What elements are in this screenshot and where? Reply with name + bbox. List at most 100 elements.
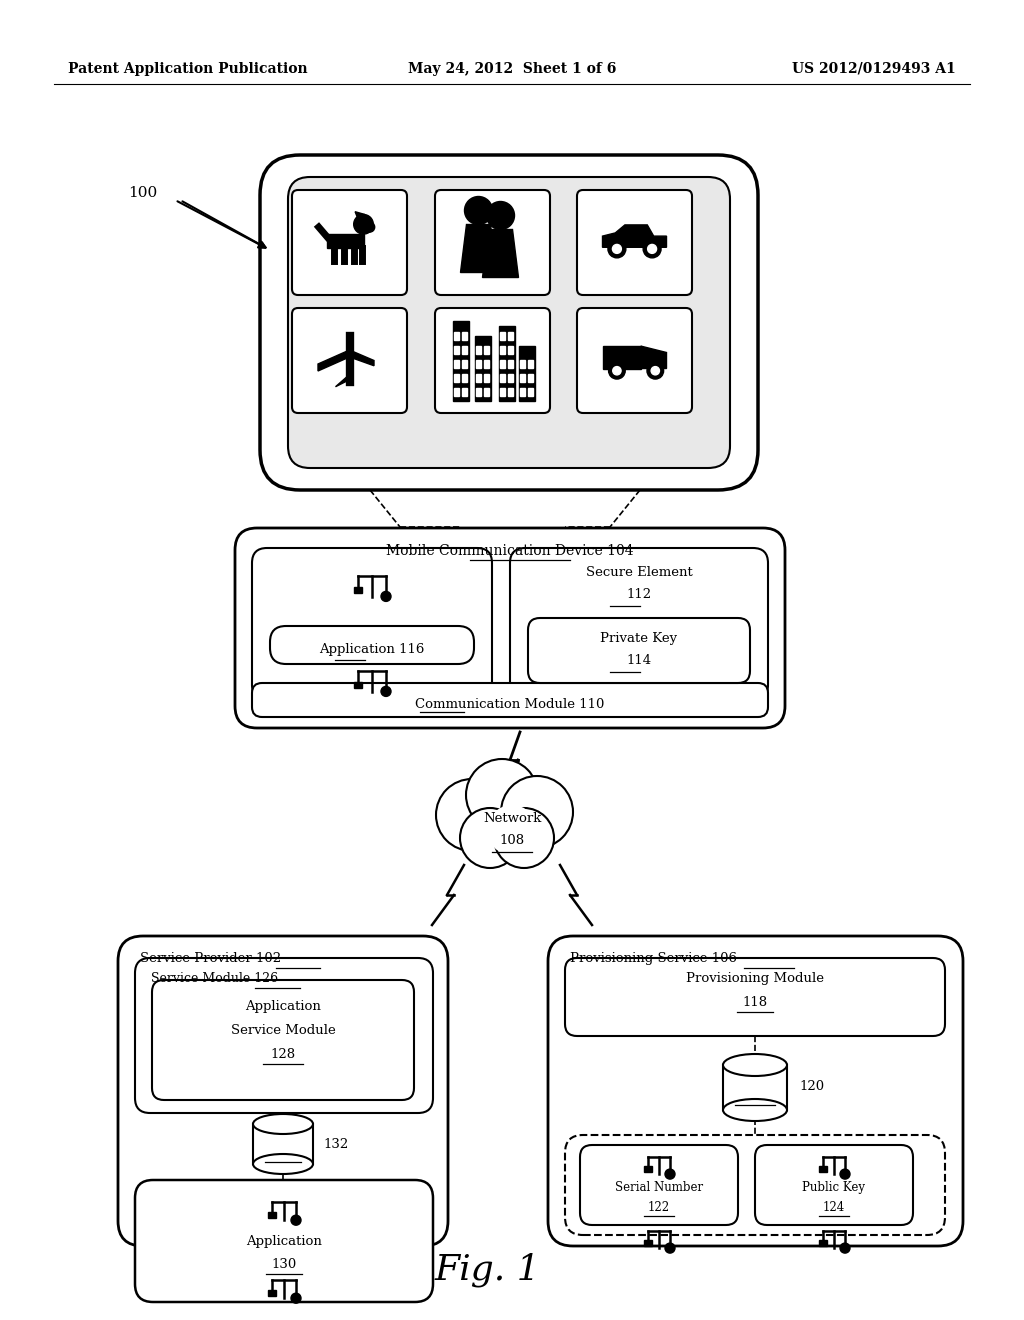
FancyBboxPatch shape	[565, 958, 945, 1036]
Bar	[500, 360, 505, 368]
FancyBboxPatch shape	[435, 190, 550, 294]
FancyBboxPatch shape	[288, 177, 730, 469]
Polygon shape	[641, 346, 667, 368]
Circle shape	[651, 367, 659, 375]
Bar	[508, 374, 512, 381]
Ellipse shape	[253, 1114, 313, 1134]
FancyBboxPatch shape	[118, 936, 449, 1246]
Bar	[454, 333, 459, 341]
Bar	[483, 374, 488, 381]
Bar	[354, 682, 362, 688]
Circle shape	[486, 202, 514, 230]
Circle shape	[647, 363, 664, 379]
Bar	[723, 1065, 787, 1110]
Bar	[354, 587, 362, 593]
Bar	[483, 346, 488, 354]
Polygon shape	[355, 211, 365, 219]
FancyBboxPatch shape	[528, 618, 750, 682]
Circle shape	[291, 1294, 301, 1303]
Circle shape	[647, 244, 656, 253]
Text: Communication Module 110: Communication Module 110	[416, 698, 605, 711]
Bar	[819, 1239, 827, 1246]
Polygon shape	[318, 350, 349, 371]
Circle shape	[466, 759, 538, 832]
Text: Service Module: Service Module	[230, 1024, 336, 1038]
Text: 124: 124	[823, 1201, 845, 1214]
Text: Fig. 1: Fig. 1	[435, 1253, 541, 1287]
Bar	[475, 346, 480, 354]
Bar	[454, 388, 459, 396]
FancyBboxPatch shape	[580, 1144, 738, 1225]
Polygon shape	[336, 375, 349, 387]
Bar	[500, 346, 505, 354]
Circle shape	[365, 222, 375, 232]
Polygon shape	[349, 350, 374, 366]
Text: Patent Application Publication: Patent Application Publication	[68, 62, 307, 77]
FancyBboxPatch shape	[135, 958, 433, 1113]
Text: 108: 108	[500, 833, 524, 846]
Circle shape	[665, 1243, 675, 1253]
Circle shape	[291, 1216, 301, 1225]
Circle shape	[608, 240, 626, 257]
Text: Application: Application	[245, 1001, 321, 1012]
Text: 130: 130	[271, 1258, 297, 1271]
FancyBboxPatch shape	[292, 308, 407, 413]
Circle shape	[353, 214, 374, 234]
Polygon shape	[461, 224, 497, 272]
Bar	[475, 360, 480, 368]
Text: 118: 118	[742, 997, 768, 1008]
Bar	[519, 374, 524, 381]
FancyBboxPatch shape	[510, 548, 768, 700]
Circle shape	[381, 686, 391, 697]
FancyBboxPatch shape	[565, 1135, 945, 1236]
Text: May 24, 2012  Sheet 1 of 6: May 24, 2012 Sheet 1 of 6	[408, 62, 616, 77]
Circle shape	[465, 197, 493, 224]
Polygon shape	[602, 224, 667, 247]
Bar	[268, 1290, 276, 1296]
FancyBboxPatch shape	[292, 190, 407, 294]
Bar	[453, 321, 469, 400]
Bar	[500, 374, 505, 381]
Bar	[454, 346, 459, 354]
FancyBboxPatch shape	[577, 190, 692, 294]
Text: Provisioning Module: Provisioning Module	[686, 972, 824, 985]
Bar	[462, 374, 467, 381]
FancyBboxPatch shape	[548, 936, 963, 1246]
Text: 122: 122	[648, 1201, 670, 1214]
Ellipse shape	[723, 1100, 787, 1121]
Text: Secure Element: Secure Element	[586, 566, 692, 579]
FancyBboxPatch shape	[435, 308, 550, 413]
Circle shape	[381, 591, 391, 602]
FancyBboxPatch shape	[135, 1180, 433, 1302]
FancyBboxPatch shape	[152, 979, 414, 1100]
Text: Network: Network	[482, 812, 542, 825]
Text: Serial Number: Serial Number	[615, 1181, 703, 1195]
Bar	[454, 374, 459, 381]
Polygon shape	[327, 234, 364, 248]
Bar	[462, 360, 467, 368]
Circle shape	[436, 779, 508, 851]
Bar	[508, 388, 512, 396]
Circle shape	[612, 367, 622, 375]
Ellipse shape	[253, 1154, 313, 1173]
Circle shape	[487, 805, 537, 855]
Bar	[527, 360, 532, 368]
Bar	[462, 388, 467, 396]
Bar	[454, 360, 459, 368]
Bar	[483, 360, 488, 368]
Text: Provisioning Service 106: Provisioning Service 106	[570, 952, 737, 965]
Bar	[475, 374, 480, 381]
Text: Mobile Communication Device 104: Mobile Communication Device 104	[386, 544, 634, 558]
Bar	[253, 1125, 313, 1164]
Bar	[644, 1239, 652, 1246]
Bar	[518, 346, 535, 400]
Polygon shape	[482, 230, 518, 277]
Bar	[462, 333, 467, 341]
FancyBboxPatch shape	[577, 308, 692, 413]
Text: 120: 120	[799, 1081, 824, 1093]
Text: Application: Application	[246, 1236, 322, 1247]
Circle shape	[501, 776, 573, 847]
Circle shape	[840, 1243, 850, 1253]
Bar	[474, 335, 490, 400]
FancyBboxPatch shape	[270, 626, 474, 664]
